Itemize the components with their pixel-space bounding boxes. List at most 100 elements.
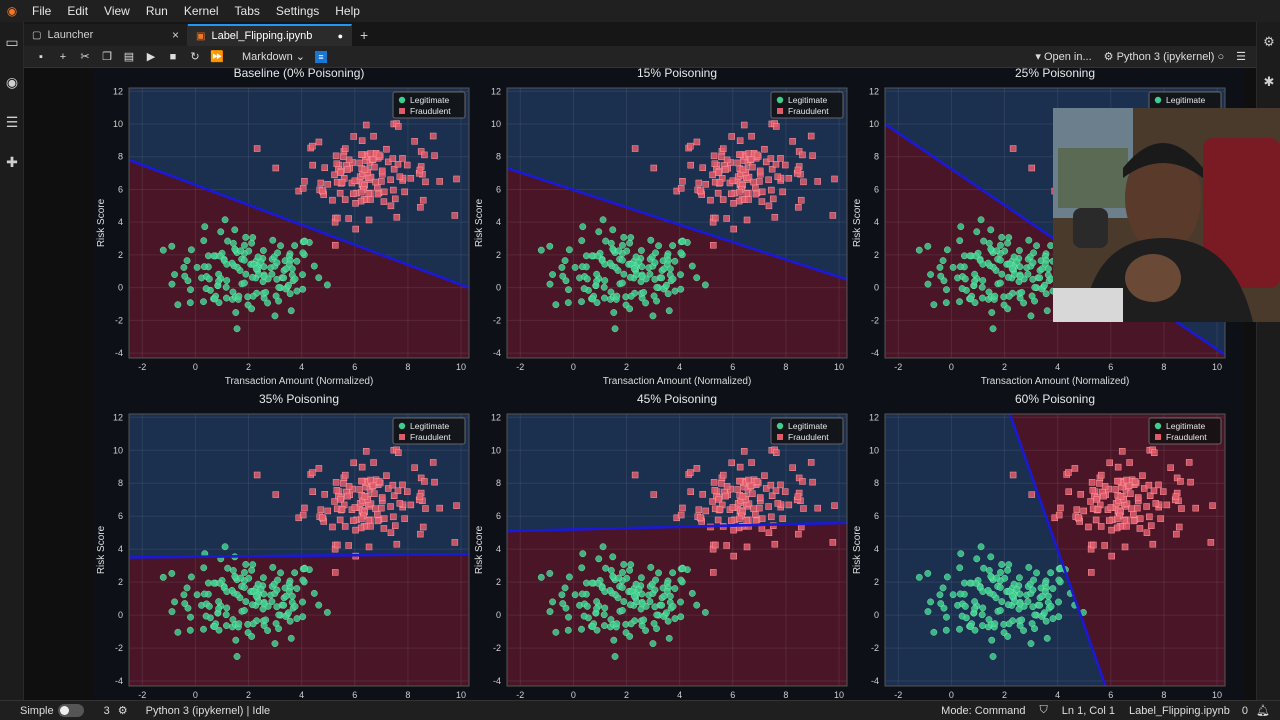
insert-cell-icon[interactable]: +	[59, 50, 67, 63]
fraud-point	[829, 212, 837, 219]
legit-point	[215, 605, 223, 612]
stop-icon[interactable]: ■	[169, 50, 177, 63]
fraud-point	[321, 491, 329, 498]
property-inspector-icon[interactable]: ⚙	[1263, 34, 1275, 49]
legit-point	[1029, 586, 1037, 594]
legit-point	[275, 611, 283, 619]
fraud-point	[777, 481, 784, 489]
legit-point	[677, 271, 684, 279]
legit-point	[626, 273, 634, 281]
legit-point	[549, 598, 556, 606]
save-icon[interactable]: ▪	[39, 50, 43, 63]
restart-icon[interactable]: ↻	[190, 51, 200, 63]
legit-point	[593, 626, 601, 634]
fraud-point	[789, 464, 796, 471]
menu-edit[interactable]: Edit	[67, 4, 89, 18]
legit-point	[664, 290, 672, 298]
copy-icon[interactable]: ❐	[102, 51, 112, 63]
fraud-point	[331, 171, 338, 179]
y-tick-label: 0	[118, 283, 123, 293]
kernel-indicator[interactable]: ⚙ Python 3 (ipykernel) ○	[1103, 51, 1225, 63]
y-tick-label: -2	[115, 315, 123, 325]
legit-point	[979, 622, 986, 629]
file-name: Label_Flipping.ipynb	[1128, 704, 1230, 717]
simple-mode-toggle[interactable]	[57, 704, 84, 717]
menu-file[interactable]: File	[32, 4, 52, 18]
legit-point	[561, 257, 569, 265]
running-kernels-icon[interactable]: ◉	[5, 73, 19, 90]
close-icon[interactable]: ×	[171, 28, 179, 42]
legit-point	[985, 567, 993, 574]
x-tick-label: 8	[783, 690, 788, 700]
fraud-point	[394, 487, 402, 495]
table-of-contents-icon[interactable]: ☰	[5, 113, 19, 130]
cell-type-select[interactable]: Markdown ⌄	[242, 51, 306, 63]
legit-point	[1055, 576, 1063, 584]
y-axis-label: Risk Score	[852, 198, 863, 247]
gear-icon[interactable]: ⚙	[117, 705, 128, 717]
menu-help[interactable]: Help	[335, 4, 360, 18]
legit-point	[610, 636, 618, 644]
fraud-point	[1123, 476, 1130, 484]
kernel-status[interactable]: Python 3 (ipykernel) | Idle	[145, 704, 271, 717]
legit-point	[1041, 281, 1048, 289]
menu-kernel[interactable]: Kernel	[183, 4, 219, 18]
fraud-point	[734, 486, 741, 493]
legit-point	[565, 286, 572, 294]
legit-point	[1005, 292, 1013, 300]
tab-notebook[interactable]: ▣ Label_Flipping.ipynb ●	[188, 24, 352, 46]
legit-point	[666, 265, 674, 273]
y-tick-label: 8	[496, 478, 501, 488]
bell-icon[interactable]: 🔔︎	[1256, 705, 1270, 717]
extensions-icon[interactable]: ✚	[6, 153, 18, 170]
debugger-icon[interactable]: ✱	[1263, 74, 1275, 89]
run-icon[interactable]: ▶	[146, 51, 156, 63]
notification-count[interactable]: 0	[1241, 704, 1249, 717]
fraud-point	[357, 524, 365, 532]
y-tick-label: 4	[874, 544, 879, 554]
fraud-point	[736, 151, 743, 158]
fraud-point	[712, 541, 719, 549]
run-all-icon[interactable]: ⏩	[210, 51, 224, 63]
legit-point	[1020, 627, 1027, 634]
file-browser-icon[interactable]: ▭	[5, 33, 19, 50]
unsaved-dot-icon[interactable]: ●	[337, 31, 343, 41]
format-icon[interactable]: ≡	[315, 50, 328, 63]
legit-point	[924, 280, 932, 288]
fraud-point	[367, 523, 374, 530]
legit-point	[642, 299, 649, 307]
menu-settings[interactable]: Settings	[275, 4, 320, 18]
decision-boundary	[506, 166, 848, 281]
cut-icon[interactable]: ✂	[80, 51, 90, 63]
left-sidebar: ▭ ◉ ☰ ✚	[0, 22, 24, 700]
cursor-position[interactable]: Ln 1, Col 1	[1061, 704, 1115, 717]
fraud-region	[1009, 414, 1225, 686]
menu-tabs[interactable]: Tabs	[234, 4, 260, 18]
new-tab-button[interactable]: +	[360, 27, 369, 43]
fraud-point	[1101, 542, 1108, 549]
fraud-point	[781, 488, 789, 495]
fraud-point	[356, 159, 363, 167]
legit-point	[649, 312, 657, 320]
y-tick-label: -4	[871, 348, 879, 358]
legit-point	[223, 604, 231, 612]
plot-frame	[128, 87, 470, 359]
menu-view[interactable]: View	[104, 4, 130, 18]
y-tick-label: 10	[491, 445, 501, 455]
y-tick-label: 12	[869, 412, 879, 422]
open-in-button[interactable]: ▾ Open in...	[1035, 51, 1092, 63]
paste-icon[interactable]: ▤	[123, 51, 135, 63]
fraud-point	[358, 477, 365, 485]
shield-icon[interactable]: ⛉	[1039, 704, 1048, 716]
fraud-point	[736, 188, 743, 196]
fraud-point	[1173, 474, 1181, 482]
menu-run[interactable]: Run	[145, 4, 168, 18]
menu-icon[interactable]: ☰	[1236, 51, 1246, 63]
legit-point	[235, 292, 243, 300]
tab-launcher[interactable]: ▢ Launcher ×	[24, 24, 188, 46]
legit-point	[1016, 600, 1024, 608]
legend-box	[770, 417, 844, 445]
legit-point	[991, 292, 999, 300]
fraud-point	[421, 478, 428, 485]
legit-point	[180, 264, 188, 271]
